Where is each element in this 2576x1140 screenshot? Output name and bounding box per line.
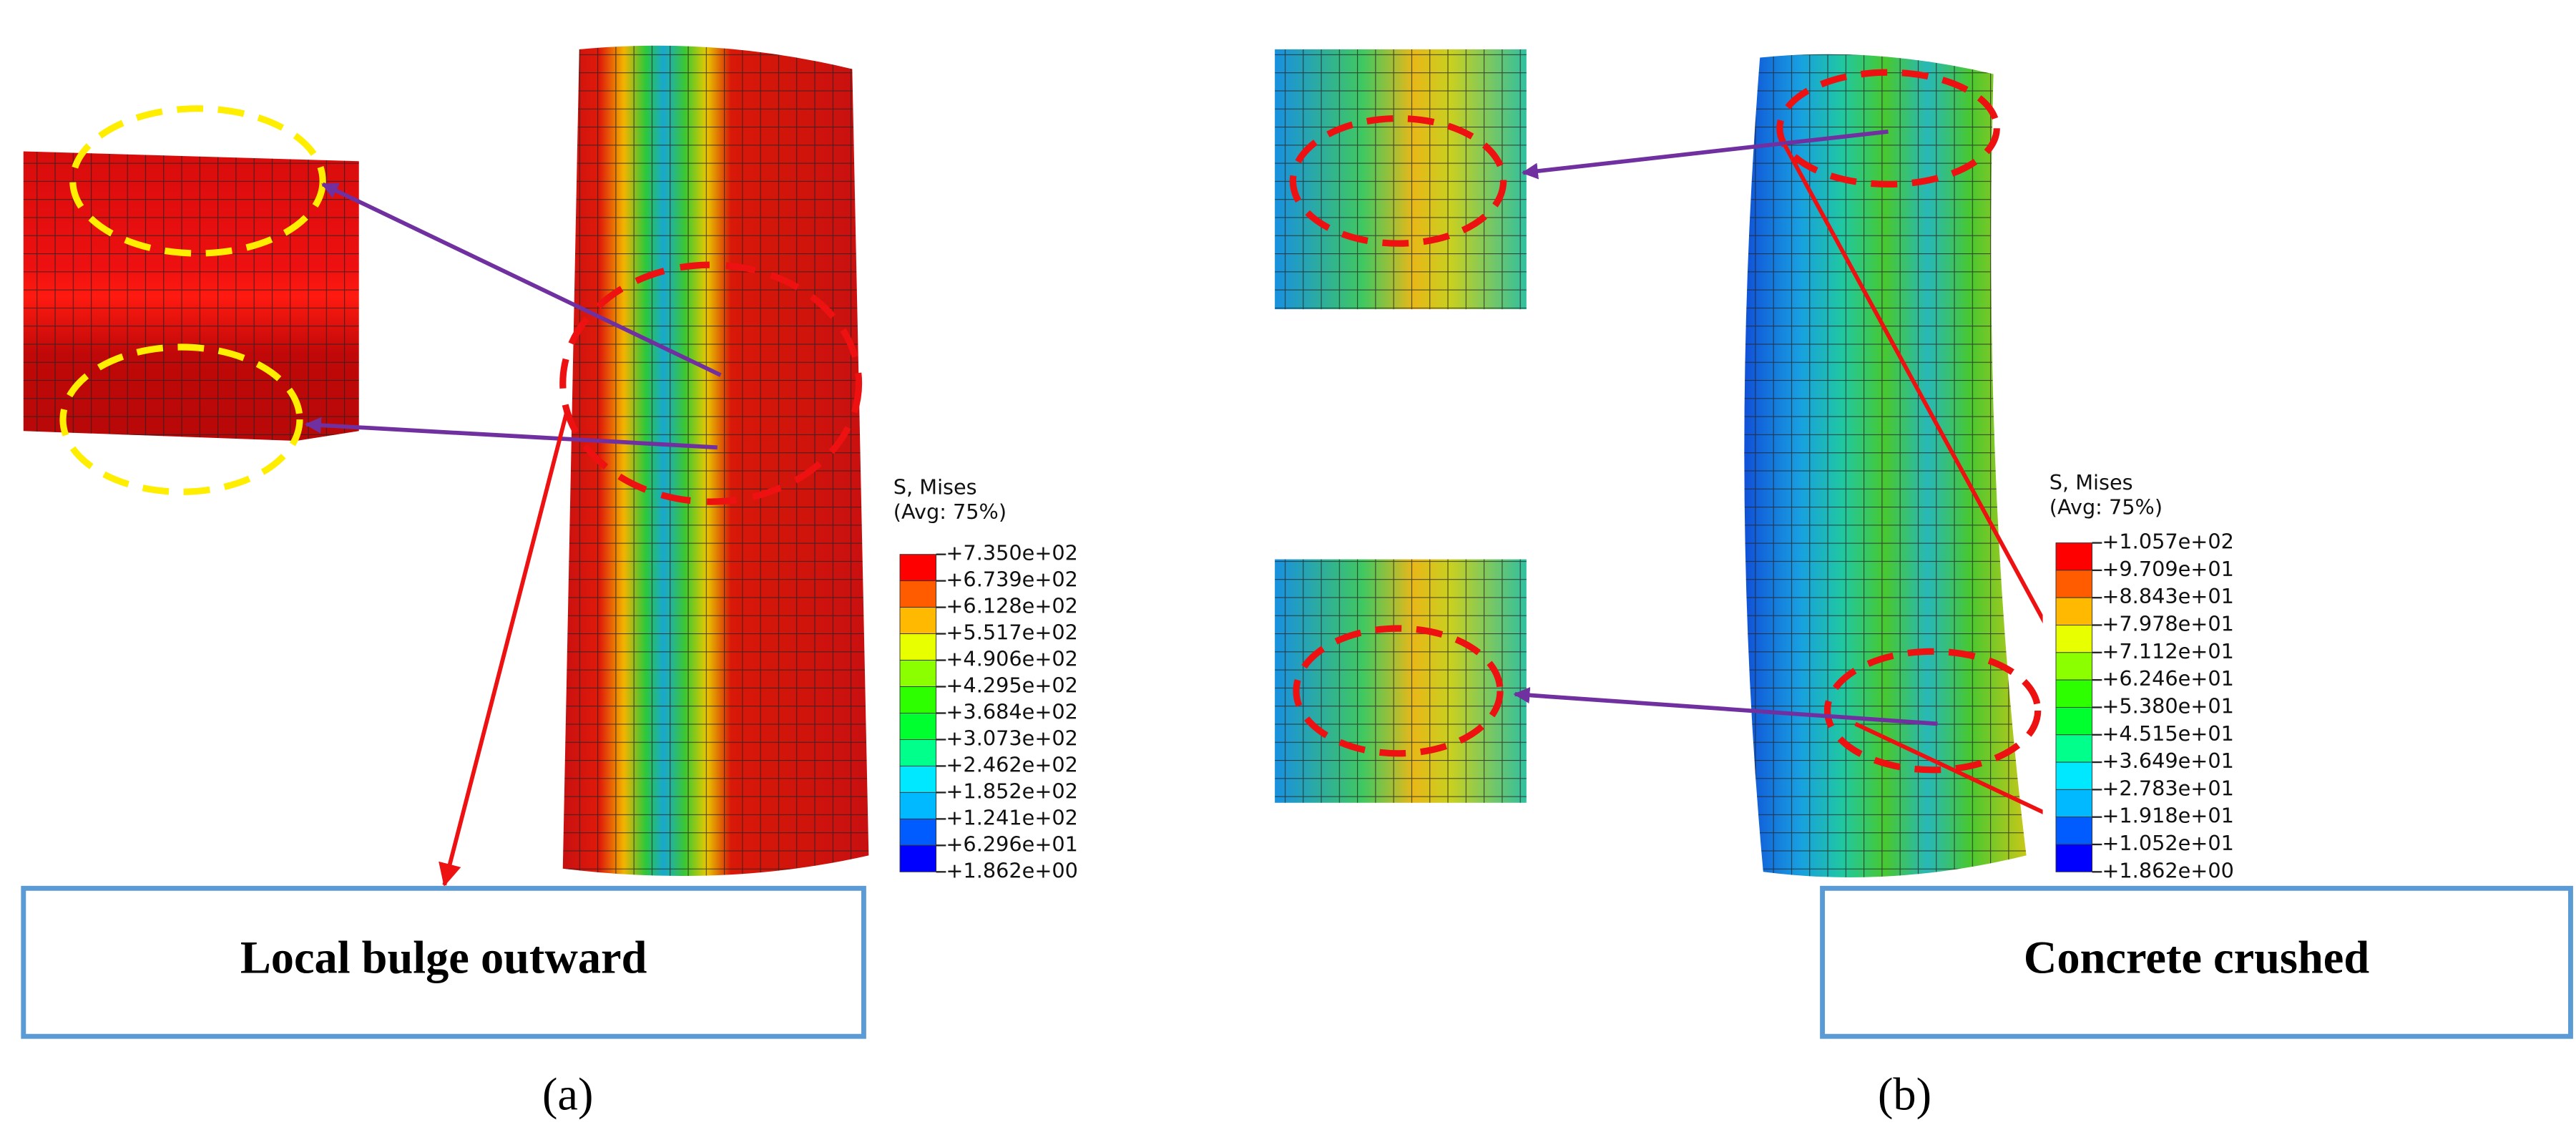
legend-label: +1.852e+02: [946, 779, 1078, 803]
legend-label: +9.709e+01: [2102, 557, 2234, 581]
pointer-arrow: [1521, 130, 1889, 180]
legend-label: +4.906e+02: [946, 647, 1078, 671]
legend-swatch: [2055, 625, 2093, 653]
legend-label: +6.128e+02: [946, 594, 1078, 618]
legend-swatch: [899, 686, 937, 713]
bulge-inset-mesh: [23, 151, 359, 442]
legend-label: +1.057e+02: [2102, 530, 2234, 554]
legend-label: +2.462e+02: [946, 752, 1078, 776]
legend-title: S, Mises: [893, 475, 977, 500]
callout-text: Concrete crushed: [2024, 932, 2369, 983]
highlight-ellipse: [1776, 69, 2000, 188]
legend-swatch: [2055, 844, 2093, 872]
callout-box: [1820, 885, 2573, 1039]
legend-label: +3.684e+02: [946, 699, 1078, 724]
legend-label: +1.862e+00: [946, 858, 1078, 882]
legend-label: +7.112e+01: [2102, 639, 2234, 663]
legend-label: +3.073e+02: [946, 726, 1078, 750]
pointer-arrow: [1513, 687, 1938, 726]
legend-label: +7.350e+02: [946, 541, 1078, 565]
legend-label: +5.517e+02: [946, 620, 1078, 645]
legend-swatch: [899, 713, 937, 740]
legend-label: +6.296e+01: [946, 832, 1078, 856]
highlight-ellipse: [69, 105, 326, 257]
legend-swatch: [2055, 789, 2093, 818]
legend-swatch: [899, 554, 937, 582]
legend-label: +7.978e+01: [2102, 612, 2234, 636]
legend-label: +2.783e+01: [2102, 776, 2234, 800]
legend-label: +6.246e+01: [2102, 666, 2234, 691]
legend-swatch: [2055, 597, 2093, 625]
legend-label: +4.515e+01: [2102, 721, 2234, 746]
zoom-inset-mesh: [1275, 49, 1527, 310]
legend-swatch: [899, 660, 937, 687]
figure-content: S, Mises(Avg: 75%)+7.350e+02+6.739e+02+6…: [21, 45, 2573, 1119]
highlight-ellipse: [1289, 115, 1507, 247]
legend-subtitle: (Avg: 75%): [893, 500, 1007, 524]
legend-label: +1.918e+01: [2102, 804, 2234, 828]
legend-swatch: [2055, 761, 2093, 790]
highlight-ellipse: [559, 261, 863, 505]
concrete-column-mesh: [1744, 54, 2027, 877]
legend-swatch: [899, 791, 937, 819]
legend-subtitle: (Avg: 75%): [2049, 495, 2163, 519]
legend-swatch: [2055, 652, 2093, 681]
callout-arrow: [439, 407, 570, 887]
legend-title: S, Mises: [2049, 470, 2133, 495]
legend-label: +1.862e+00: [2102, 858, 2234, 882]
legend-swatch: [899, 765, 937, 793]
legend-swatch: [2055, 542, 2093, 571]
legend-swatch: [899, 607, 937, 635]
legend-label: +5.380e+01: [2102, 693, 2234, 718]
legend-swatch: [2055, 734, 2093, 763]
legend-label: +6.739e+02: [946, 567, 1078, 592]
highlight-ellipse: [1293, 625, 1504, 757]
legend-label: +8.843e+01: [2102, 584, 2234, 608]
legend-swatch: [899, 633, 937, 661]
panel-label: (b): [1878, 1068, 1931, 1119]
panel-label: (a): [542, 1068, 593, 1119]
highlight-ellipse: [1823, 648, 2042, 774]
legend-label: +3.649e+01: [2102, 749, 2234, 773]
legend-swatch: [899, 580, 937, 608]
legend-swatch: [2055, 679, 2093, 708]
legend-swatch: [2055, 570, 2093, 598]
zoom-inset-mesh: [1275, 559, 1527, 803]
callout-box: [21, 885, 866, 1039]
legend-swatch: [899, 844, 937, 872]
callout-text: Local bulge outward: [240, 932, 647, 983]
legend-swatch: [2055, 817, 2093, 845]
legend-label: +1.052e+01: [2102, 831, 2234, 855]
steel-column-mesh: [562, 45, 869, 877]
legend-swatch: [2055, 706, 2093, 736]
legend-swatch: [899, 739, 937, 766]
legend-swatch: [899, 818, 937, 846]
pointer-arrow: [321, 182, 722, 377]
pointer-arrow: [304, 416, 718, 450]
legend-label: +4.295e+02: [946, 673, 1078, 698]
legend-label: +1.241e+02: [946, 805, 1078, 829]
highlight-ellipse: [59, 344, 303, 495]
